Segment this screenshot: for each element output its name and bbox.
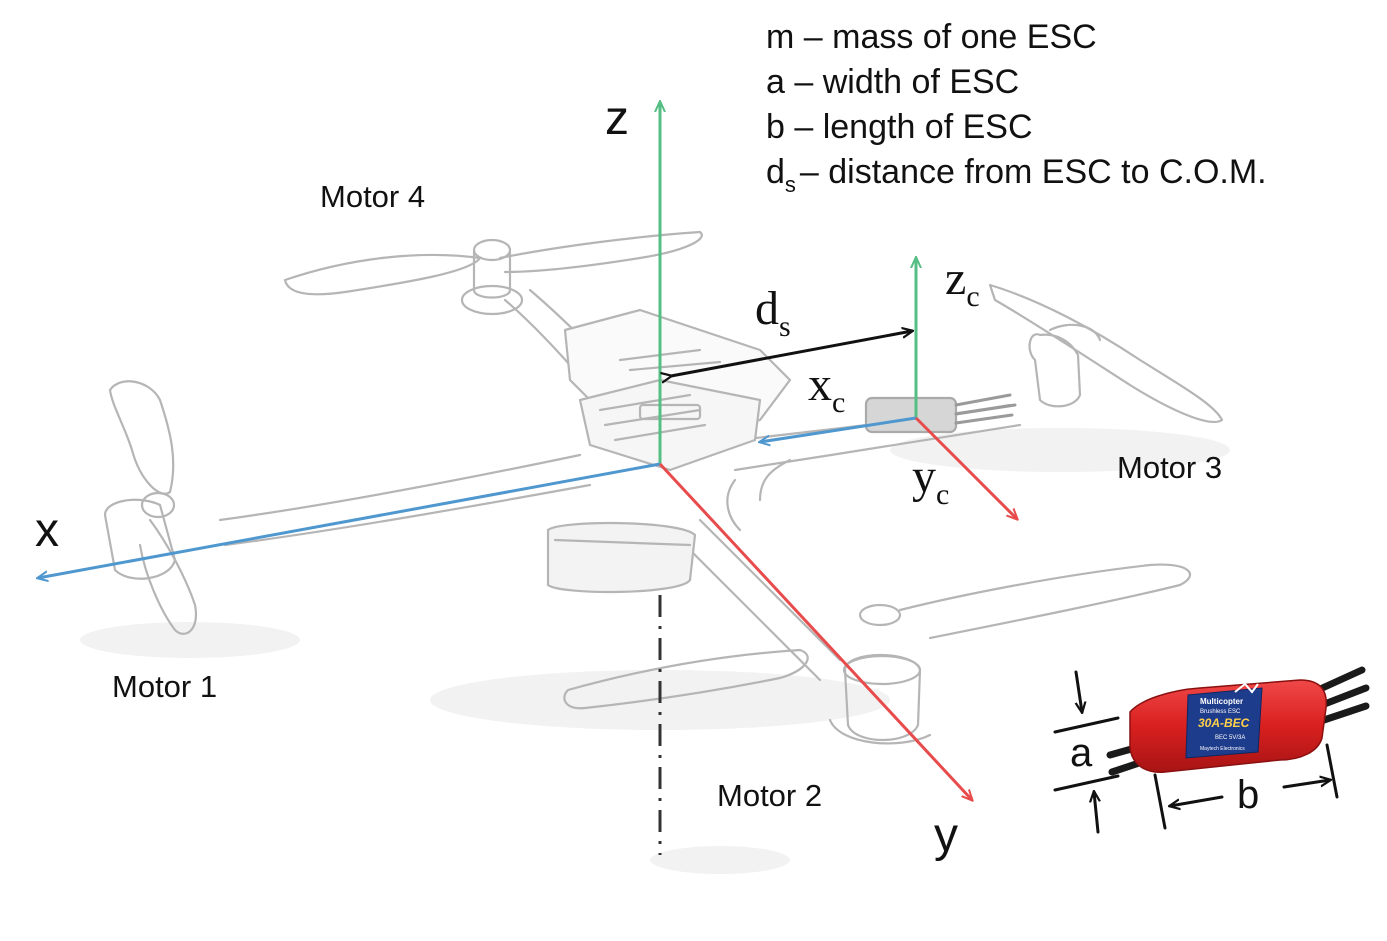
esc-width-label: a [1070,731,1093,775]
esc-length-label: b [1237,773,1259,817]
center-body [546,308,792,594]
zc-axis-label: zc [945,252,980,313]
motor2-assembly [563,563,1192,745]
x-axis-arrow [38,462,661,578]
esc-photo: Multicopter Brushless ESC 30A-BEC BEC 5V… [1053,666,1370,834]
motor1-label: Motor 1 [112,669,217,704]
x-axis-label: x [35,504,59,557]
yc-axis-arrow [914,416,1017,519]
z-axis-label: z [605,92,629,145]
motor4-label: Motor 4 [320,179,425,214]
esc-label-line2: Brushless ESC [1200,709,1241,715]
esc-on-arm [864,393,1017,434]
esc-axes [760,258,1017,519]
legend-line-mass: m – mass of one ESC [766,18,1097,56]
legend-line-distance: ds – distance from ESC to C.O.M. [766,153,1267,197]
motor-labels: Motor 4 Motor 1 Motor 3 Motor 2 [112,179,1222,813]
esc-logo-icon [1234,682,1259,694]
motor2-label: Motor 2 [717,778,822,813]
motor4-assembly [283,230,703,316]
legend-ds-text: – distance from ESC to C.O.M. [800,153,1267,191]
legend-ds-subscript: s [785,172,796,197]
esc-length-dimension [1153,743,1339,830]
legend-line-length: b – length of ESC [766,108,1033,146]
esc-label-line1: Multicopter [1200,697,1243,706]
legend: m – mass of one ESC a – width of ESC b –… [766,18,1267,197]
legend-line-width: a – width of ESC [766,63,1019,101]
drone-sketch [80,230,1230,874]
xc-axis-arrow [760,416,917,442]
esc-label-model: 30A-BEC [1198,716,1250,730]
y-axis-label: y [934,809,958,862]
axis-labels: z x y zc xc yc ds [35,92,980,862]
body-axes [38,102,972,855]
xc-axis-label: xc [808,358,845,419]
y-axis-arrow [658,462,972,800]
ds-dimension-arrow [671,331,912,376]
motor3-assembly [988,283,1224,423]
ds-label: ds [755,282,791,343]
legend-ds-symbol: d [766,153,785,191]
motor3-label: Motor 3 [1117,450,1222,485]
motor1-assembly [103,380,198,635]
ground-shadow [80,428,1230,874]
esc-label-spec: BEC 5V/3A [1215,735,1245,741]
esc-label-maker: Maytech Electronics [1200,746,1245,752]
yc-axis-label: yc [912,450,949,511]
esc-width-dimension [1053,670,1120,834]
